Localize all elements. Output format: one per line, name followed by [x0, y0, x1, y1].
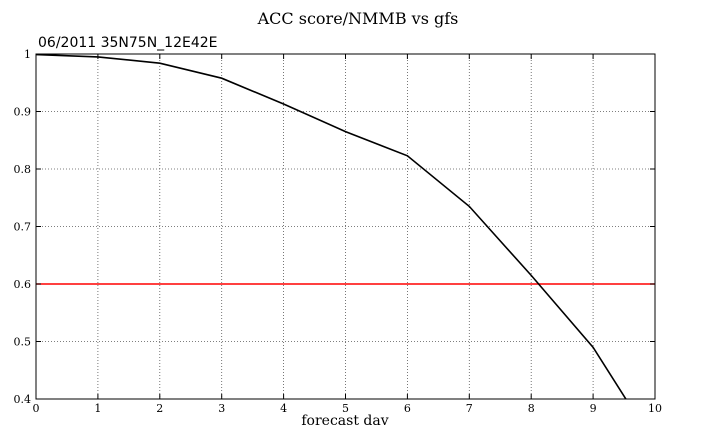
y-tick-label: 0.4 — [14, 393, 32, 406]
series-line — [36, 53, 627, 399]
x-tick-label: 5 — [342, 402, 349, 415]
y-tick-label: 0.9 — [14, 106, 32, 119]
y-tick-label: 0.6 — [14, 278, 32, 291]
x-tick-label: 2 — [156, 402, 163, 415]
x-tick-label: 6 — [404, 402, 411, 415]
y-axis: 0.4 0.5 0.6 0.7 0.8 0.9 1 — [14, 48, 655, 406]
x-axis-label: forecast dav — [301, 413, 388, 427]
x-tick-label: 8 — [528, 402, 535, 415]
chart-title: ACC score/NMMB vs gfs — [257, 9, 459, 28]
y-tick-label: 0.5 — [14, 336, 32, 349]
x-tick-label: 9 — [590, 402, 597, 415]
x-tick-label: 0 — [33, 402, 40, 415]
y-tick-label: 1 — [24, 48, 31, 61]
x-tick-label: 7 — [466, 402, 473, 415]
x-tick-label: 10 — [648, 402, 662, 415]
x-tick-label: 1 — [94, 402, 101, 415]
grid-lines — [36, 54, 655, 399]
x-tick-label: 4 — [280, 402, 287, 415]
chart-subtitle: 06/2011 35N75N_12E42E — [38, 35, 218, 51]
y-tick-label: 0.7 — [14, 221, 32, 234]
x-axis: 0 1 2 3 4 5 6 7 8 9 10 — [33, 54, 662, 415]
x-tick-label: 3 — [218, 402, 225, 415]
y-tick-label: 0.8 — [14, 163, 32, 176]
